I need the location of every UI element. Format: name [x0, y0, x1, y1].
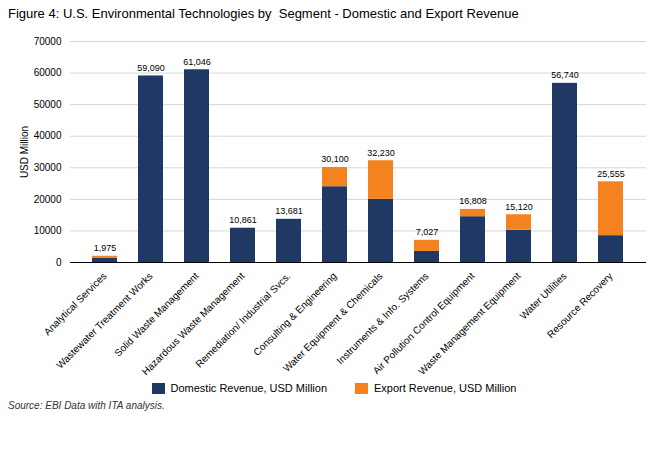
svg-text:0: 0: [56, 257, 62, 268]
svg-text:70000: 70000: [34, 36, 62, 47]
html-text:Domestic Revenue, USD Million: Domestic Revenue, USD Million: [170, 382, 327, 394]
svg-text:16,808: 16,808: [459, 196, 487, 206]
svg-text:10,861: 10,861: [229, 215, 257, 225]
svg-text:60000: 60000: [34, 67, 62, 78]
svg-text:32,230: 32,230: [367, 148, 395, 158]
svg-text:Wastewater Treatment Works: Wastewater Treatment Works: [54, 270, 155, 371]
svg-text:50000: 50000: [34, 99, 62, 110]
svg-text:59,090: 59,090: [137, 63, 165, 73]
svg-text:Consulting & Engineering: Consulting & Engineering: [251, 270, 339, 358]
svg-text:Instruments & Info. Systems: Instruments & Info. Systems: [334, 270, 430, 366]
svg-text:40000: 40000: [34, 130, 62, 141]
html-text:Export Revenue, USD Million: Export Revenue, USD Million: [374, 382, 517, 394]
svg-text:Solid Waste Management: Solid Waste Management: [112, 270, 201, 359]
svg-text:13,681: 13,681: [275, 206, 303, 216]
svg-text:Water Utilities: Water Utilities: [518, 270, 569, 321]
svg-text:25,555: 25,555: [597, 169, 625, 179]
svg-text:30000: 30000: [34, 162, 62, 173]
svg-text:10000: 10000: [34, 225, 62, 236]
svg-text:7,027: 7,027: [416, 227, 439, 237]
svg-text:USD Million: USD Million: [19, 126, 30, 178]
svg-text:Analytical Services: Analytical Services: [41, 270, 109, 338]
svg-text:Waste Management Equipment: Waste Management Equipment: [416, 270, 523, 377]
svg-text:15,120: 15,120: [505, 202, 533, 212]
svg-text:56,740: 56,740: [551, 70, 579, 80]
svg-text:Air Pollution Control Equipmen: Air Pollution Control Equipment: [370, 270, 477, 377]
html-text:Source: EBI Data with ITA anal: Source: EBI Data with ITA analysis.: [8, 400, 165, 411]
svg-text:Resource Recovery: Resource Recovery: [545, 270, 615, 340]
svg-text:Remediation/ Industrial Svcs.: Remediation/ Industrial Svcs.: [193, 270, 292, 369]
svg-text:Hazardous Waste Management: Hazardous Waste Management: [139, 270, 247, 378]
svg-text:61,046: 61,046: [183, 57, 211, 67]
svg-text:1,975: 1,975: [94, 243, 117, 253]
svg-text:20000: 20000: [34, 194, 62, 205]
svg-text:30,100: 30,100: [321, 154, 349, 164]
html-text:Figure 4: U.S. Environmental T: Figure 4: U.S. Environmental Technologie…: [8, 6, 519, 21]
svg-text:Water Equipment & Chemicals: Water Equipment & Chemicals: [281, 270, 385, 374]
